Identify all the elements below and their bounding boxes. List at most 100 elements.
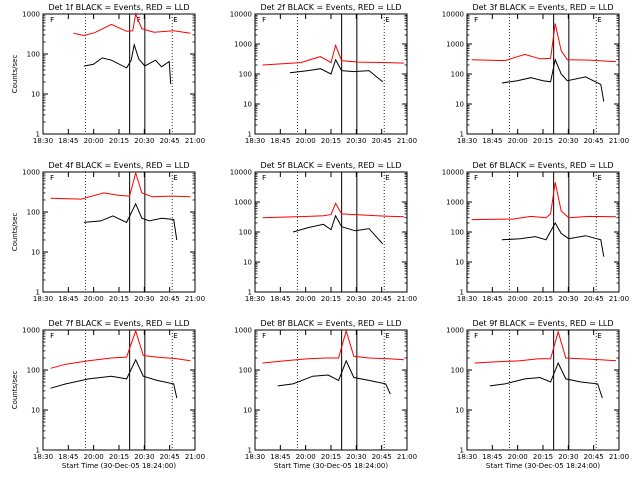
x-tick-label: 20:30 [134,137,154,145]
x-tick-label: 20:45 [160,137,180,145]
x-tick-label: 18:45 [270,137,290,145]
y-tick-label: 100 [239,229,252,237]
events-series-line [277,359,391,395]
x-tick-label: 20:30 [134,453,154,461]
x-tick-label: 18:30 [457,137,477,145]
y-tick-label: 1 [36,289,40,297]
x-tick-label: 18:30 [457,453,477,461]
x-tick-label: 18:45 [482,137,502,145]
x-tick-label: 20:30 [346,295,366,303]
x-tick-label: 21:00 [185,137,205,145]
y-tick-label: 100 [239,367,252,375]
x-tick-label: 18:45 [58,137,78,145]
x-tick-label: 18:45 [270,295,290,303]
panel-title: Det 1f BLACK = Events, RED = LLD [48,3,189,12]
y-tick-label: 1000 [234,41,252,49]
flag-label: E [173,332,177,340]
y-axis-label: Counts/sec [11,213,19,252]
y-tick-label: 1000 [22,169,40,177]
x-tick-label: 20:15 [533,295,553,303]
panel-3: Det 3f BLACK = Events, RED = LLD F E 1 10 100… [442,3,629,145]
panel-title: Det 3f BLACK = Events, RED = LLD [472,3,613,12]
x-tick-label: 20:30 [558,453,578,461]
x-tick-label: 20:45 [372,137,392,145]
y-tick-label: 100 [451,229,464,237]
x-tick-label: 20:15 [533,453,553,461]
x-tick-label: 20:45 [584,295,604,303]
y-tick-label: 10000 [230,169,252,177]
x-tick-label: 20:15 [109,137,129,145]
y-tick-label: 1 [248,131,252,139]
x-tick-label: 20:00 [296,453,316,461]
x-tick-label: 20:00 [84,295,104,303]
y-tick-label: 1 [248,447,252,455]
flag-label: F [262,16,266,24]
flag-label: E [597,16,601,24]
x-tick-label: 21:00 [185,295,205,303]
panel-7: Det 7f BLACK = Events, RED = LLD F E 1 10 100… [11,319,205,470]
panel-title: Det 8f BLACK = Events, RED = LLD [260,319,401,328]
y-tick-label: 1 [460,131,464,139]
y-tick-label: 10 [455,407,464,415]
events-series-line [83,202,178,241]
panel-8: Det 8f BLACK = Events, RED = LLD F E 1 10 100… [234,319,417,470]
y-tick-label: 1000 [446,327,464,335]
y-tick-label: 1000 [446,41,464,49]
x-tick-label: 20:15 [321,295,341,303]
flag-label: F [50,16,54,24]
x-tick-label: 20:15 [109,453,129,461]
panel-title: Det 7f BLACK = Events, RED = LLD [48,319,189,328]
panel-title: Det 2f BLACK = Events, RED = LLD [260,3,401,12]
x-tick-label: 20:15 [321,137,341,145]
x-tick-label: 20:15 [533,137,553,145]
x-tick-label: 20:00 [508,137,528,145]
x-tick-label: 21:00 [397,137,417,145]
y-tick-label: 10 [31,91,40,99]
events-series-line [50,358,178,399]
y-tick-label: 1 [36,131,40,139]
x-tick-label: 20:00 [84,453,104,461]
x-tick-label: 20:00 [508,295,528,303]
x-tick-label: 20:30 [346,453,366,461]
y-tick-label: 100 [451,71,464,79]
x-tick-label: 20:45 [160,295,180,303]
flag-label: E [385,332,389,340]
x-tick-label: 21:00 [609,137,629,145]
lld-series-line [50,171,191,200]
y-tick-label: 100 [239,71,252,79]
y-tick-label: 1 [460,447,464,455]
lld-series-line [474,329,617,364]
y-tick-label: 10 [31,249,40,257]
flag-label: F [137,16,141,24]
panel-5: Det 5f BLACK = Events, RED = LLD F E 1 10 100… [230,161,417,303]
lld-series-line [471,182,617,221]
panel-1: Det 1f BLACK = Events, RED = LLD F F E 1 10 10… [11,3,205,145]
x-tick-label: 20:00 [296,295,316,303]
panel-title: Det 5f BLACK = Events, RED = LLD [260,161,401,170]
y-axis-label: Counts/sec [11,55,19,94]
flag-label: F [474,174,478,182]
x-axis-label: Start Time (30-Dec-05 18:24:00) [62,462,176,470]
events-series-line [292,214,384,245]
panel-6: Det 6f BLACK = Events, RED = LLD F E 1 10 100… [442,161,629,303]
lld-series-line [471,23,617,63]
x-tick-label: 20:45 [160,453,180,461]
x-tick-label: 21:00 [185,453,205,461]
x-tick-label: 20:15 [321,453,341,461]
events-series-line [289,58,384,83]
panel-title: Det 6f BLACK = Events, RED = LLD [472,161,613,170]
x-tick-label: 18:45 [58,295,78,303]
x-tick-label: 21:00 [397,295,417,303]
x-tick-label: 18:30 [33,295,53,303]
x-tick-label: 20:00 [508,453,528,461]
y-tick-label: 10000 [230,11,252,19]
x-tick-label: 21:00 [609,295,629,303]
y-tick-label: 10 [455,101,464,109]
x-tick-label: 18:45 [58,453,78,461]
y-tick-label: 100 [27,367,40,375]
lld-series-line [262,43,405,66]
x-tick-label: 18:30 [245,295,265,303]
y-tick-label: 100 [27,209,40,217]
x-tick-label: 21:00 [397,453,417,461]
y-tick-label: 10000 [442,169,464,177]
